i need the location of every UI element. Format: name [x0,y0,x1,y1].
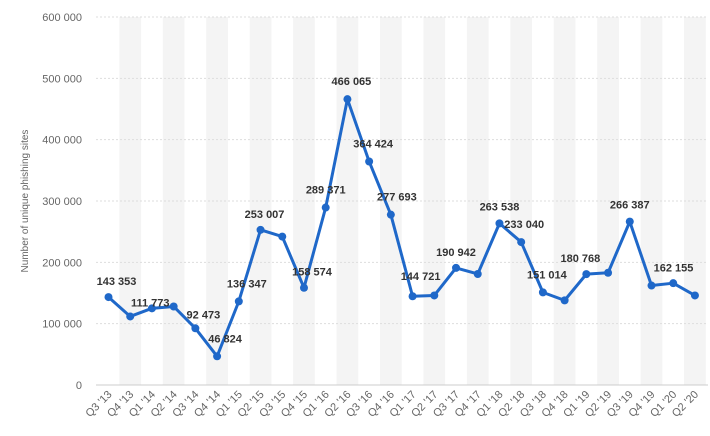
data-label-4: 92 473 [187,309,221,321]
y-axis-ticks: 0 100 000 200 000 300 000 400 000 500 000 600 … [42,12,82,392]
band-1 [119,17,142,385]
data-point-9[interactable] [299,283,308,292]
band-27 [684,17,706,385]
data-point-0[interactable] [104,293,113,302]
y-tick-label-5: 500 000 [42,73,82,85]
data-label-11: 466 065 [332,76,372,88]
data-label-19: 233 040 [504,219,544,231]
band-15 [423,17,446,385]
y-tick-label-2: 200 000 [42,257,82,269]
y-tick-label-0: 0 [76,380,82,392]
band-13 [380,17,402,385]
data-point-7[interactable] [256,225,265,234]
data-label-7: 253 007 [245,209,285,221]
data-label-9: 158 574 [292,267,333,279]
y-tick-label-6: 600 000 [42,12,82,24]
data-point-6[interactable] [234,297,243,306]
data-point-10[interactable] [321,203,330,212]
y-tick-label-1: 100 000 [42,319,82,331]
band-9 [293,17,315,385]
gridlines [96,16,708,386]
data-point-22[interactable] [582,270,591,279]
data-label-22: 180 768 [560,253,600,265]
data-label-25: 162 155 [654,263,694,275]
band-25 [640,17,663,385]
data-point-26[interactable] [669,279,678,288]
data-points [104,95,699,361]
data-point-19[interactable] [517,238,526,247]
data-point-20[interactable] [538,288,547,297]
data-label-18: 263 538 [480,201,520,213]
data-point-13[interactable] [386,210,395,219]
data-label-24: 266 387 [610,200,650,212]
data-point-14[interactable] [408,292,417,301]
data-point-25[interactable] [647,281,656,290]
data-point-15[interactable] [430,291,439,300]
data-point-23[interactable] [604,268,613,277]
data-point-17[interactable] [473,269,482,278]
data-point-21[interactable] [560,296,569,305]
data-label-1: 111 773 [131,297,170,309]
data-label-16: 190 942 [436,247,476,259]
band-11 [336,17,359,385]
data-point-5[interactable] [213,352,222,361]
data-point-27[interactable] [690,291,699,300]
data-point-24[interactable] [625,217,634,226]
data-point-8[interactable] [278,232,287,241]
data-point-16[interactable] [452,263,461,272]
data-point-11[interactable] [343,95,352,104]
data-label-0: 143 353 [97,276,137,288]
data-point-1[interactable] [126,312,135,321]
data-label-14: 144 721 [401,271,441,283]
data-point-2[interactable] [147,304,156,313]
data-label-10: 289 371 [306,185,346,197]
data-label-20: 151 014 [527,269,568,281]
series-line [107,97,697,358]
data-label-12: 364 424 [353,138,394,150]
y-axis-title: Number of unique phishing sites [20,130,31,273]
data-point-4[interactable] [191,324,200,333]
series-line-group [107,97,697,358]
data-label-13: 277 693 [377,192,417,204]
data-label-5: 46 824 [208,333,243,345]
data-point-3[interactable] [169,302,178,311]
y-tick-label-4: 400 000 [42,135,82,147]
y-tick-label-3: 300 000 [42,196,82,208]
data-point-18[interactable] [495,219,504,228]
data-labels: 143 353 111 773 92 473 46 824 136 347 253 007… [97,76,694,345]
data-point-12[interactable] [365,157,374,166]
data-label-6: 136 347 [227,278,267,290]
